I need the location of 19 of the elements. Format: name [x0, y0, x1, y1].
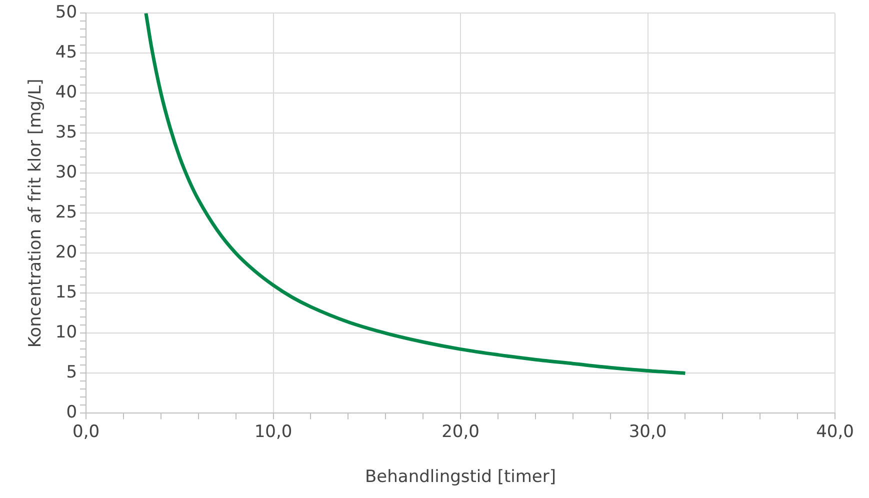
y-tick-label: 0: [66, 402, 78, 423]
y-tick-label: 45: [55, 42, 78, 63]
y-axis-title: Koncentration af frit klor [mg/L]: [26, 78, 46, 348]
x-tick-label: 0,0: [72, 422, 100, 442]
y-tick-label: 10: [55, 322, 78, 343]
y-tick-label: 35: [55, 122, 78, 143]
x-tick-label: 10,0: [254, 422, 292, 442]
x-tick-label: 30,0: [628, 422, 667, 442]
y-tick-label: 30: [55, 162, 78, 183]
x-axis-title: Behandlingstid [timer]: [365, 467, 556, 488]
y-tick-label: 15: [55, 282, 78, 303]
line-series: [144, 13, 687, 375]
y-tick-label: 25: [55, 202, 78, 223]
x-tick-label: 40,0: [816, 422, 854, 442]
y-tick-label: 50: [55, 2, 78, 23]
x-tick-label: 20,0: [442, 422, 480, 442]
y-tick-label: 40: [55, 82, 78, 103]
y-tick-label: 20: [55, 242, 78, 263]
y-tick-label: 5: [66, 362, 78, 383]
